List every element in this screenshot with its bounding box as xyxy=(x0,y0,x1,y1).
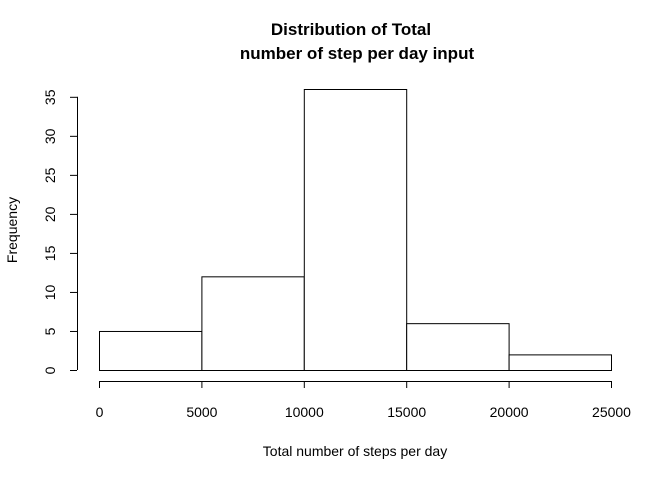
x-tick-label: 0 xyxy=(96,404,104,420)
x-tick-label: 10000 xyxy=(285,404,324,420)
x-axis: 0 5000 10000 15000 20000 25000 xyxy=(96,381,631,420)
y-axis: 0 5 10 15 20 25 30 35 xyxy=(42,89,78,374)
histogram-bar-3 xyxy=(303,89,408,371)
y-tick-label: 25 xyxy=(42,167,58,183)
x-tick-label: 15000 xyxy=(387,404,426,420)
y-tick-label: 0 xyxy=(42,366,58,374)
x-tick-label: 20000 xyxy=(490,404,529,420)
y-tick-label: 5 xyxy=(42,327,58,335)
histogram-bar-5 xyxy=(508,354,613,371)
x-axis-label: Total number of steps per day xyxy=(263,443,447,459)
chart-title-line1: Distribution of Total xyxy=(271,20,431,39)
histogram-bar-2 xyxy=(201,276,305,372)
y-tick-label: 20 xyxy=(42,206,58,222)
y-axis-label: Frequency xyxy=(4,197,20,263)
y-tick-label: 35 xyxy=(42,89,58,105)
chart-title-line2: number of step per day input xyxy=(240,44,475,63)
y-tick-label: 15 xyxy=(42,245,58,261)
histogram-bar-4 xyxy=(406,323,510,371)
y-tick-label: 10 xyxy=(42,284,58,300)
y-tick-label: 30 xyxy=(42,128,58,144)
histogram-bar-1 xyxy=(99,330,203,372)
histogram-bars xyxy=(99,89,613,372)
x-tick-label: 25000 xyxy=(592,404,631,420)
x-tick-label: 5000 xyxy=(186,404,217,420)
